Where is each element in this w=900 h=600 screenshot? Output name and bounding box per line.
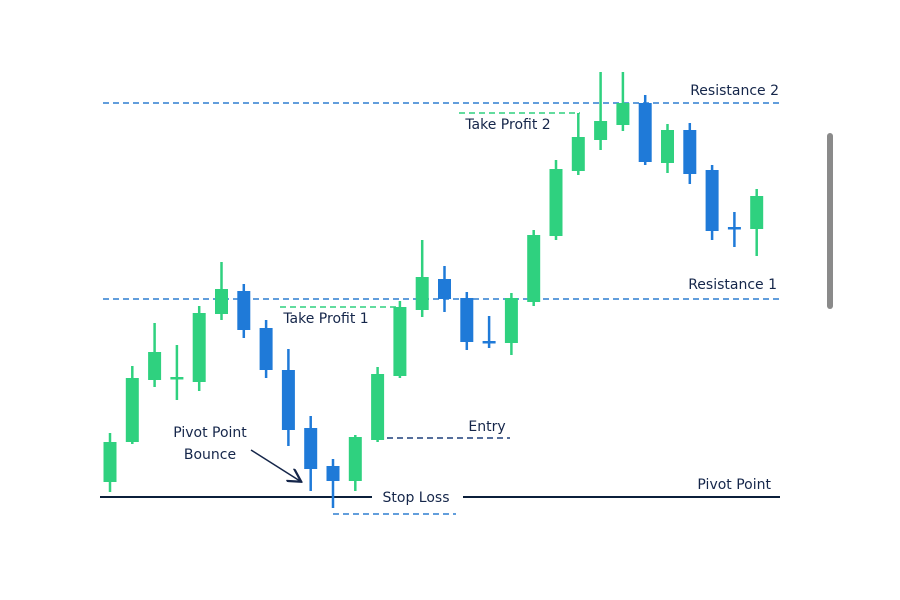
- level-label: Resistance 2: [690, 83, 779, 99]
- candle-body: [103, 442, 117, 482]
- candle-body: [192, 313, 206, 382]
- level-label: Take Profit 1: [282, 311, 368, 327]
- candle-body: [148, 352, 162, 380]
- level-label: Resistance 1: [688, 277, 777, 293]
- candle-body: [683, 130, 697, 174]
- candle-body: [237, 291, 251, 330]
- candle-body: [125, 378, 139, 442]
- candle-body: [281, 370, 295, 430]
- candle-body: [170, 377, 184, 380]
- candle-body: [304, 428, 318, 469]
- candle-body: [482, 341, 496, 344]
- candle-body: [549, 169, 563, 236]
- level-label: Entry: [468, 419, 505, 435]
- candle-body: [616, 103, 630, 125]
- candle-body: [727, 227, 741, 230]
- candle-body: [371, 374, 385, 440]
- level-label: Pivot Point: [697, 477, 771, 493]
- candle-body: [571, 137, 585, 171]
- level-label: Take Profit 2: [464, 117, 550, 133]
- candle-body: [215, 289, 228, 314]
- annotation-text: Pivot Point: [173, 425, 247, 441]
- candle-body: [259, 328, 273, 370]
- candle-body: [438, 279, 451, 299]
- candle-body: [527, 235, 541, 302]
- candle-body: [393, 307, 407, 376]
- annotation-text: Bounce: [184, 447, 236, 463]
- candle-body: [661, 130, 674, 163]
- candle-body: [594, 121, 608, 140]
- scrollbar[interactable]: [827, 133, 833, 309]
- candle-body: [326, 466, 340, 481]
- candle-body: [504, 298, 518, 343]
- candle-body: [705, 170, 719, 231]
- candle-body: [460, 298, 474, 342]
- candle-body: [415, 277, 429, 310]
- candle-body: [348, 437, 362, 481]
- level-label: Stop Loss: [383, 490, 450, 506]
- candle-body: [750, 196, 764, 229]
- annotation-arrow: [250, 449, 300, 481]
- candle-body: [638, 103, 652, 162]
